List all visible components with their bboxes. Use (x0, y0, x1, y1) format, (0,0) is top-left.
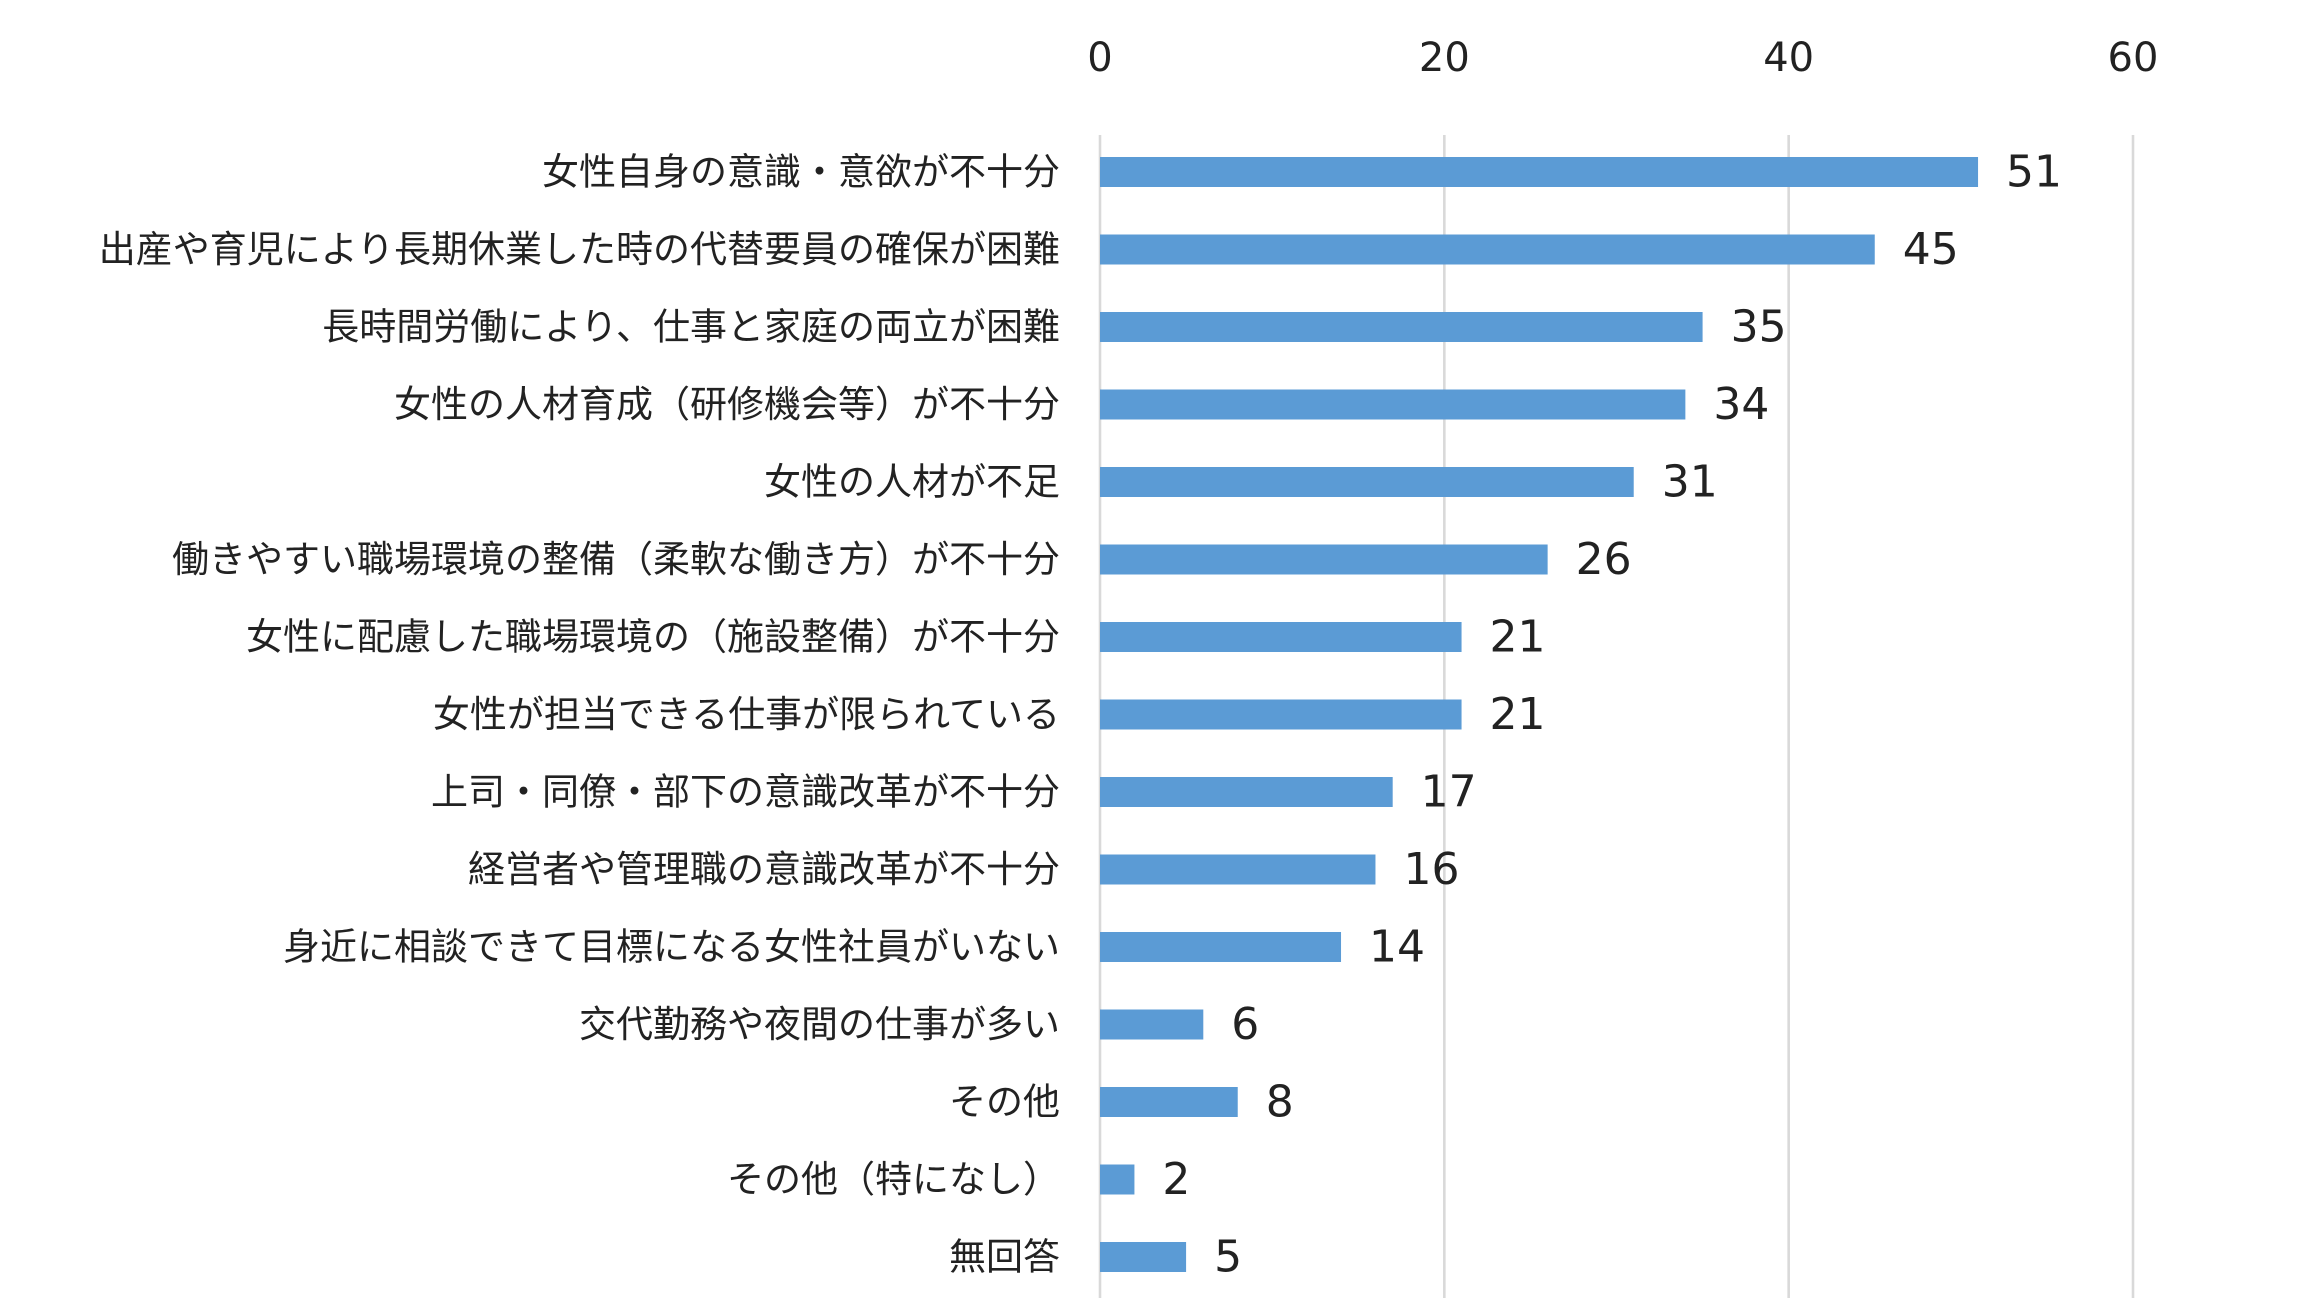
category-label: 出産や育児により長期休業した時の代替要員の確保が困難 (99, 228, 1060, 271)
bars (1100, 157, 1979, 1272)
data-label: 45 (1903, 224, 1959, 275)
data-label: 21 (1490, 689, 1546, 740)
x-tick-label: 0 (1087, 35, 1112, 81)
category-label: 働きやすい職場環境の整備（柔軟な働き方）が不十分 (172, 538, 1060, 581)
bar (1100, 699, 1462, 730)
bar (1100, 854, 1376, 885)
category-label: その他 (949, 1081, 1060, 1124)
bar (1100, 1164, 1135, 1195)
bar (1100, 389, 1686, 420)
x-tick-label: 40 (1763, 35, 1814, 81)
data-label: 31 (1662, 457, 1718, 508)
x-tick-label: 60 (2108, 35, 2159, 81)
data-label: 51 (2006, 147, 2062, 198)
category-label: 上司・同僚・部下の意識改革が不十分 (431, 771, 1060, 814)
data-labels: 51 45 35 34 31 26 21 21 17 16 14 68 25 (1162, 147, 2062, 1283)
bar (1100, 777, 1393, 807)
bar (1100, 932, 1342, 962)
x-axis-ticks: 0 20 40 60 (1087, 35, 2158, 81)
bar (1100, 1242, 1187, 1272)
category-label: その他（特になし） (727, 1158, 1060, 1201)
data-label: 17 (1421, 767, 1477, 818)
category-label: 女性が担当できる仕事が限られている (433, 693, 1060, 736)
bar (1100, 1087, 1238, 1117)
category-label: 女性の人材が不足 (764, 461, 1060, 504)
category-label: 経営者や管理職の意識改革が不十分 (468, 848, 1060, 891)
data-label: 34 (1713, 379, 1769, 430)
category-label: 女性の人材育成（研修機会等）が不十分 (394, 383, 1060, 426)
bar (1100, 622, 1462, 652)
data-label: 6 (1231, 999, 1259, 1050)
bar (1100, 467, 1634, 497)
bar (1100, 312, 1703, 342)
data-label: 14 (1369, 922, 1425, 973)
x-tick-label: 20 (1419, 35, 1470, 81)
bar (1100, 1009, 1204, 1040)
data-label: 21 (1490, 612, 1546, 663)
data-label: 16 (1403, 844, 1459, 895)
data-label: 5 (1214, 1232, 1242, 1283)
category-label: 女性に配慮した職場環境の（施設整備）が不十分 (246, 616, 1060, 659)
data-label: 35 (1731, 302, 1787, 353)
data-label: 26 (1576, 534, 1632, 585)
category-label: 無回答 (949, 1236, 1060, 1279)
bar (1100, 544, 1548, 575)
bar (1100, 157, 1979, 187)
category-labels: 女性自身の意識・意欲が不十分出産や育児により長期休業した時の代替要員の確保が困難… (99, 151, 1060, 1279)
data-label: 8 (1266, 1077, 1294, 1128)
category-label: 女性自身の意識・意欲が不十分 (542, 151, 1060, 194)
category-label: 身近に相談できて目標になる女性社員がいない (283, 926, 1060, 969)
category-label: 長時間労働により、仕事と家庭の両立が困難 (322, 306, 1060, 349)
data-label: 2 (1162, 1154, 1190, 1205)
category-label: 交代勤務や夜間の仕事が多い (579, 1003, 1060, 1046)
bar (1100, 234, 1875, 265)
